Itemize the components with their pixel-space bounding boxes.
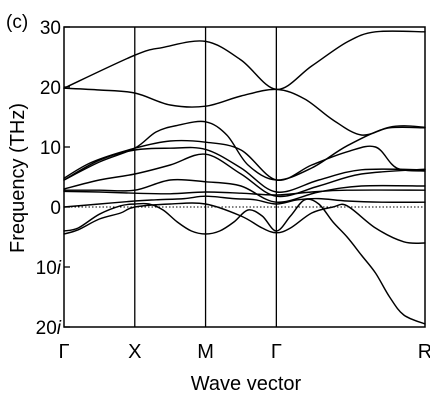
y-tick-label: 0 bbox=[50, 198, 61, 219]
plot-frame bbox=[63, 26, 426, 328]
grid-layer bbox=[64, 27, 425, 327]
phonon-band-7 bbox=[63, 178, 426, 203]
y-tick-label: 30 bbox=[40, 18, 61, 39]
phonon-band-8 bbox=[63, 189, 426, 196]
x-tick-label: M bbox=[197, 341, 214, 363]
phonon-band-9 bbox=[63, 195, 426, 208]
curve-layer bbox=[63, 30, 426, 325]
y-tick-label: 10 bbox=[40, 138, 61, 159]
x-tick-label: X bbox=[128, 341, 141, 363]
x-tick-label: Γ bbox=[271, 341, 282, 363]
phonon-band-1 bbox=[63, 30, 426, 91]
phonon-band-5 bbox=[63, 146, 426, 193]
phonon-band-11 bbox=[63, 202, 426, 244]
x-axis-label: Wave vector bbox=[191, 373, 302, 395]
y-tick-label: 20 bbox=[40, 78, 61, 99]
phonon-band-4 bbox=[63, 139, 426, 181]
phonon-band-6 bbox=[63, 153, 426, 198]
panel-label: (c) bbox=[6, 12, 28, 33]
phonon-band-2 bbox=[63, 87, 426, 136]
phonon-band-10 bbox=[63, 198, 426, 325]
y-tick-label: 20i bbox=[36, 318, 62, 339]
y-axis-label: Frequency (THz) bbox=[7, 103, 29, 253]
x-tick-label: R bbox=[418, 341, 430, 363]
y-tick-label: 10i bbox=[36, 258, 62, 279]
x-tick-label: Γ bbox=[58, 341, 69, 363]
